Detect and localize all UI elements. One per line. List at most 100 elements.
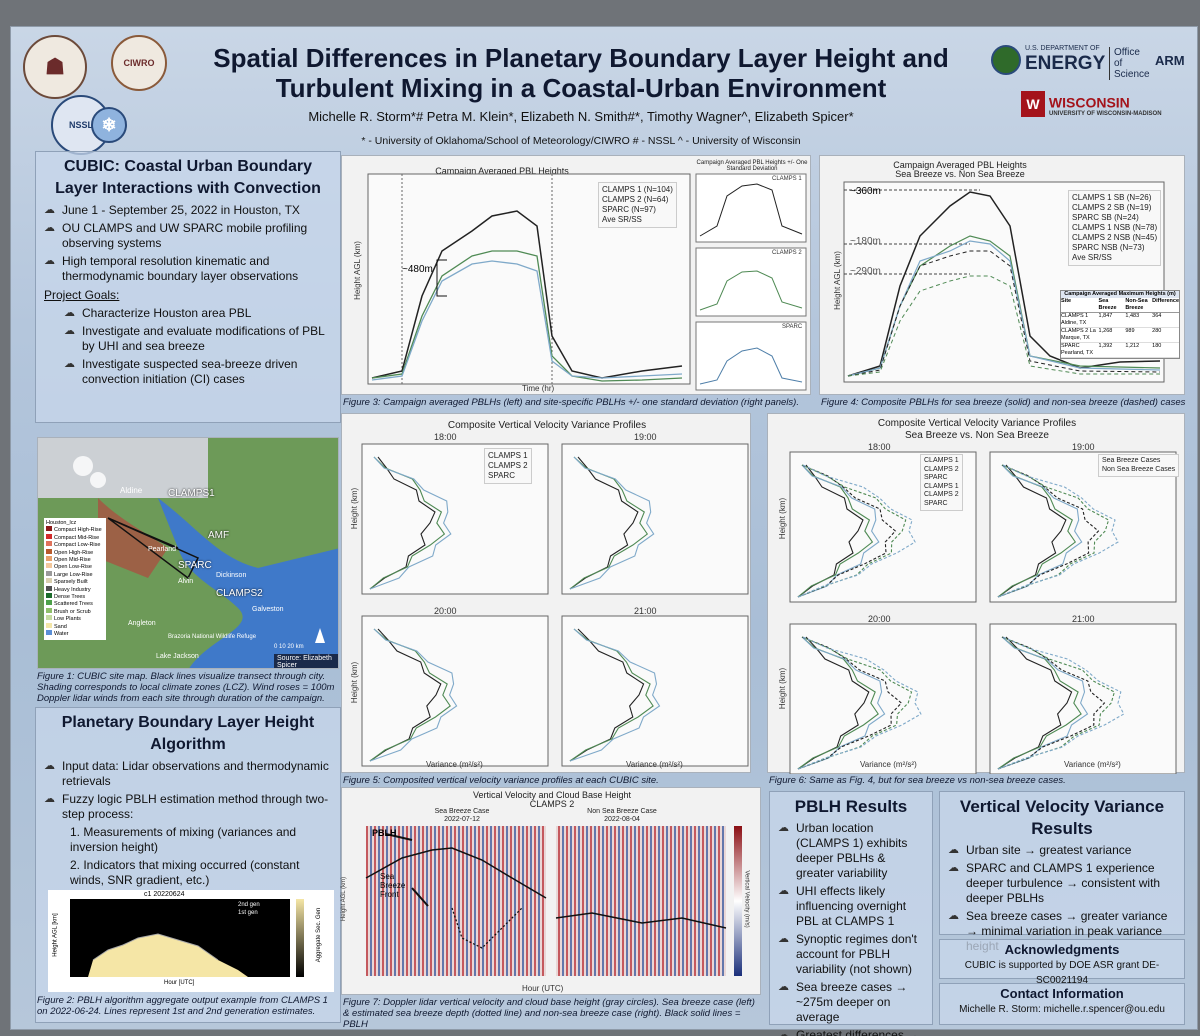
fig4-legend-2: CLAMPS 2 SB (N=19) (1072, 203, 1152, 212)
fig4-annot-360: ~360m (850, 186, 881, 197)
map-label-aldine: Aldine (120, 486, 143, 495)
fig3-graphic (367, 173, 807, 391)
map-label-pearland: Pearland (148, 546, 177, 553)
variance-profile-line (369, 628, 442, 762)
office-of-science: Office of Science (1109, 47, 1150, 80)
cloud-bullet-icon: ☁ (44, 760, 55, 772)
map-label-lake-jackson: Lake Jackson (156, 653, 199, 660)
title-line-1: Spatial Differences in Planetary Boundar… (213, 43, 949, 73)
lcz-legend-item: Sand (46, 622, 104, 630)
fig4-table-title: Campaign Averaged Maximum Heights (m) (1061, 291, 1179, 298)
fig6-legend-a6: SPARC (924, 499, 948, 507)
lcz-swatch (46, 630, 52, 636)
lcz-legend-item: Scattered Trees (46, 600, 104, 607)
goals-label: Project Goals: (44, 288, 120, 302)
variance-profile-line (997, 636, 1125, 770)
variance-profile-line (997, 464, 1083, 598)
lcz-label: Heavy Industry (54, 586, 91, 593)
lcz-label: Scattered Trees (54, 601, 93, 608)
figure2-graphic (70, 899, 304, 977)
cloud-bullet-icon: ☁ (44, 793, 55, 805)
doe-logo: U.S. DEPARTMENT OF ENERGY Office of Scie… (991, 45, 1191, 85)
fig5-graphic (361, 443, 749, 767)
fig3-panel-sparc: SPARC (782, 324, 803, 330)
cubic-goal-text: Investigate and evaluate modifications o… (82, 324, 325, 353)
cubic-goal-text: Investigate suspected sea-breeze driven … (82, 357, 298, 386)
fig7-right-title: Non Sea Breeze Case (587, 808, 657, 815)
variance-profile-line (797, 464, 880, 598)
fig6-panel-2000: 20:00 (868, 614, 891, 624)
variance-profile-line (369, 456, 436, 590)
fig4-table-header-cell: Sea Breeze (1098, 298, 1117, 311)
ou-logo: ☗ (23, 35, 87, 99)
fig3-annotation: ~480m (402, 264, 433, 275)
figure2-title: c1 20220624 (144, 891, 185, 898)
lcz-legend-item: Open High-Rise (46, 548, 104, 556)
lcz-label: Sparsely Built (54, 579, 88, 586)
fig4-table-cell: 180 (1152, 343, 1162, 349)
cloud-bullet-icon: ☁ (44, 255, 55, 267)
lcz-legend-item: Compact Mid-Rise (46, 533, 104, 541)
fig5-title: Composite Vertical Velocity Variance Pro… (447, 420, 647, 431)
pblh-result-item: ☁ Greatest differences → Urban and coasta… (778, 1028, 924, 1036)
fig6-panel-1900: 19:00 (1072, 442, 1095, 452)
cubic-goal-text: Characterize Houston area PBL (82, 306, 252, 320)
algo-bullet-item: ☁ Fuzzy logic PBLH estimation method thro… (44, 792, 332, 822)
fig6-ylabel-bottom: Height (km) (778, 667, 788, 710)
variance-profile-line (569, 456, 655, 590)
fig4-legend-4: CLAMPS 1 NSB (N=78) (1072, 223, 1158, 232)
variance-panel-frame (989, 451, 1177, 603)
variance-profile-line (997, 636, 1089, 770)
fig5-legend-3: SPARC (488, 471, 515, 480)
fig3-right-title: Campaign Averaged PBL Heights +/- One St… (696, 160, 808, 172)
fig5-legend-2: CLAMPS 2 (488, 461, 528, 470)
lcz-legend-item: Open Low-Rise (46, 563, 104, 570)
variance-profile-line (797, 464, 864, 598)
fig4-table-cell: 1,268 (1098, 328, 1113, 334)
figure2: c1 20220624 2nd gen 1st gen Height AGL [… (48, 890, 334, 992)
map-label-alvin: Alvin (178, 578, 194, 585)
fig4-table-header-cell: Non-Sea Breeze (1125, 298, 1148, 311)
fig5-xlabel-right: Variance (m²/s²) (626, 760, 683, 769)
variance-profile-line (369, 456, 452, 590)
lcz-label: Open Mid-Rise (54, 557, 91, 564)
fig6-legend-a2: CLAMPS 2 (924, 465, 959, 473)
map-label-galveston: Galveston (252, 606, 284, 613)
w-crest-icon: W (1021, 91, 1045, 117)
lcz-label: Water (54, 631, 69, 638)
lcz-swatch (46, 600, 52, 606)
fig2-xlabel: Hour [UTC] (164, 980, 195, 986)
variance-profile-line (797, 464, 897, 598)
map-source: Source: Elizabeth Spicer (274, 654, 338, 668)
fig2-ylabel: Height AGL [km] (52, 913, 59, 957)
pblh-results-section: PBLH Results ☁ Urban location (CLAMPS 1) … (769, 791, 933, 1036)
lcz-swatch (46, 622, 52, 628)
fig4-table-cell: 989 (1125, 328, 1135, 334)
fig6-legend-a3: SPARC (924, 474, 948, 481)
fig7-cbar: Vertical Velocity (m/s) (743, 870, 750, 928)
lcz-swatch (46, 541, 52, 547)
fig6-xlabel-right: Variance (m²/s²) (1064, 760, 1121, 769)
cubic-bullet-text: June 1 - September 25, 2022 in Houston, … (62, 203, 300, 217)
variance-profile-line (997, 636, 1106, 770)
variance-profile-line (997, 464, 1110, 598)
lcz-swatch (46, 593, 52, 599)
lcz-swatch (46, 563, 52, 569)
fig4-legend-6: SPARC NSB (N=73) (1072, 243, 1145, 252)
fig5-ylabel-top: Height (km) (350, 487, 360, 530)
fig6-legend-a1: CLAMPS 1 (924, 457, 959, 464)
map-label-amf: AMF (208, 530, 230, 541)
site-map: Houston_lcz Compact High-Rise Compact Mid… (37, 437, 339, 669)
fig2-cbar: Aggregate Sec. Gen (316, 907, 323, 963)
fig3-legend-1: CLAMPS 1 (N=104) (602, 185, 673, 194)
vv-result-item: ☁ SPARC and CLAMPS 1 experience deeper tu… (948, 861, 1176, 906)
fig4-legend-5: CLAMPS 2 NSB (N=45) (1072, 233, 1158, 242)
variance-profile-line (569, 628, 661, 762)
variance-profile-line (997, 464, 1100, 598)
fig4-table-header-cell: Difference (1152, 298, 1180, 304)
fig7-label-pblh: PBLH (372, 828, 397, 838)
fig4-table-cell: 1,392 (1098, 343, 1113, 349)
fig4-subtitle: Sea Breeze vs. Non Sea Breeze (895, 169, 1025, 179)
lcz-swatch (46, 585, 52, 591)
snowflake-icon: ❄ (91, 107, 127, 143)
